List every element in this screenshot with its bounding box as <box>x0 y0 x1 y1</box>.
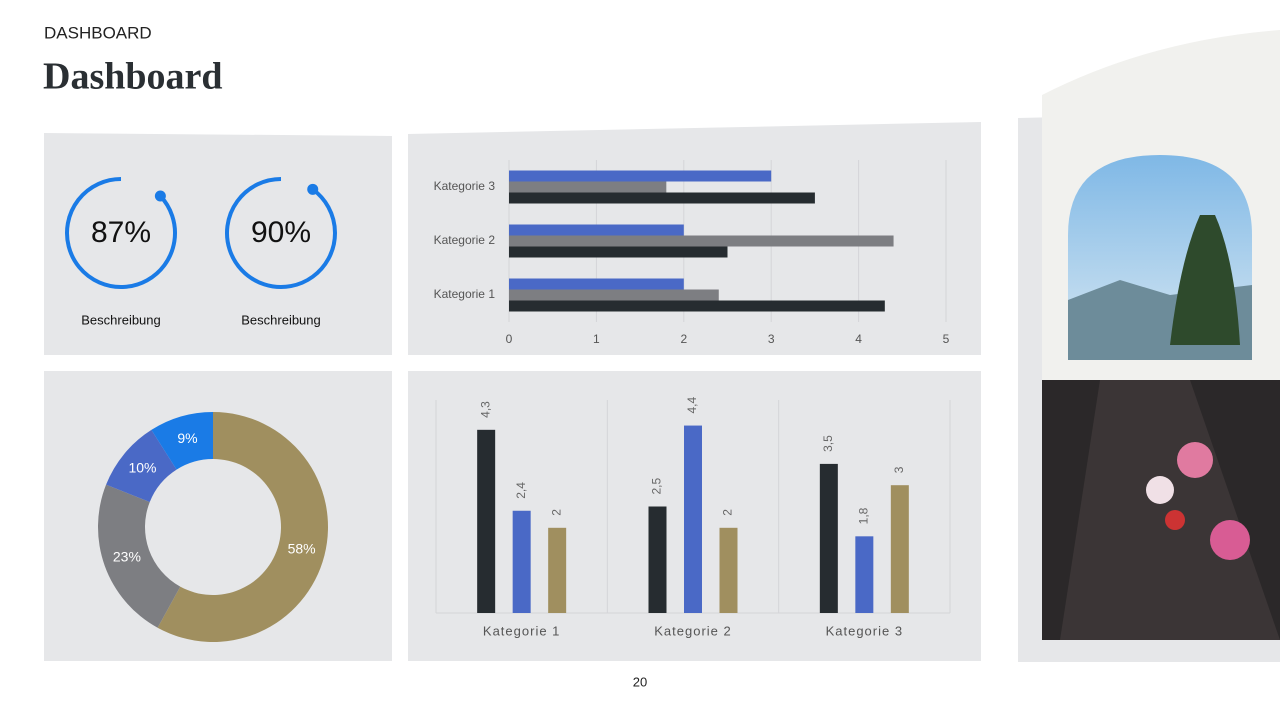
bar <box>509 289 719 301</box>
bar <box>509 235 894 247</box>
gauge-value: 87% <box>91 216 151 249</box>
bar <box>509 192 815 204</box>
bar <box>509 246 728 258</box>
slice-label: 10% <box>128 459 156 475</box>
slice-label: 58% <box>288 540 316 556</box>
value-label: 2,5 <box>650 477 664 494</box>
value-label: 4,4 <box>685 397 699 414</box>
bar <box>477 429 496 613</box>
donut-slice <box>151 411 213 470</box>
donut-slice <box>106 429 177 502</box>
donut-slice <box>157 411 328 642</box>
x-tick-label: Kategorie 3 <box>826 623 904 638</box>
bar <box>719 527 738 613</box>
x-tick-label: Kategorie 1 <box>483 623 561 638</box>
photo <box>1042 30 1280 640</box>
value-label: 1,8 <box>857 507 871 524</box>
bar <box>509 278 684 290</box>
gauge-caption: Beschreibung <box>81 312 161 327</box>
bar <box>509 181 667 193</box>
slice-label: 9% <box>177 430 197 446</box>
value-label: 2 <box>721 509 735 516</box>
title: Dashboard <box>43 56 223 98</box>
panel <box>44 133 392 355</box>
gauge-value: 90% <box>251 216 311 249</box>
bar <box>512 510 531 613</box>
bar <box>890 485 909 613</box>
x-tick-label: 0 <box>506 332 513 346</box>
bar <box>819 463 838 613</box>
bar <box>548 527 567 613</box>
donut-slice <box>98 484 181 628</box>
value-label: 4,3 <box>478 401 492 418</box>
gauge-arc <box>65 177 177 289</box>
gauge-arc <box>225 177 337 289</box>
gauge-dot <box>307 183 319 195</box>
page-number: 20 <box>633 674 647 689</box>
x-tick-label: 1 <box>593 332 600 346</box>
bar <box>855 536 874 613</box>
bar <box>648 506 667 613</box>
slice-label: 23% <box>113 549 141 565</box>
bar <box>509 300 885 312</box>
y-tick-label: Kategorie 1 <box>434 287 496 301</box>
value-label: 2,4 <box>514 482 528 499</box>
x-tick-label: 4 <box>855 332 862 346</box>
kicker: DASHBOARD <box>44 23 152 42</box>
value-label: 3,5 <box>821 435 835 452</box>
bar <box>684 425 702 613</box>
x-tick-label: 3 <box>768 332 775 346</box>
bar <box>509 224 684 236</box>
value-label: 2 <box>549 509 563 516</box>
bar <box>509 170 772 182</box>
x-tick-label: Kategorie 2 <box>654 623 732 638</box>
y-tick-label: Kategorie 2 <box>434 233 496 247</box>
y-tick-label: Kategorie 3 <box>434 179 496 193</box>
x-tick-label: 2 <box>680 332 687 346</box>
value-label: 3 <box>892 466 906 473</box>
gauge-dot <box>154 190 166 202</box>
x-tick-label: 5 <box>943 332 950 346</box>
gauge-caption: Beschreibung <box>241 312 321 327</box>
